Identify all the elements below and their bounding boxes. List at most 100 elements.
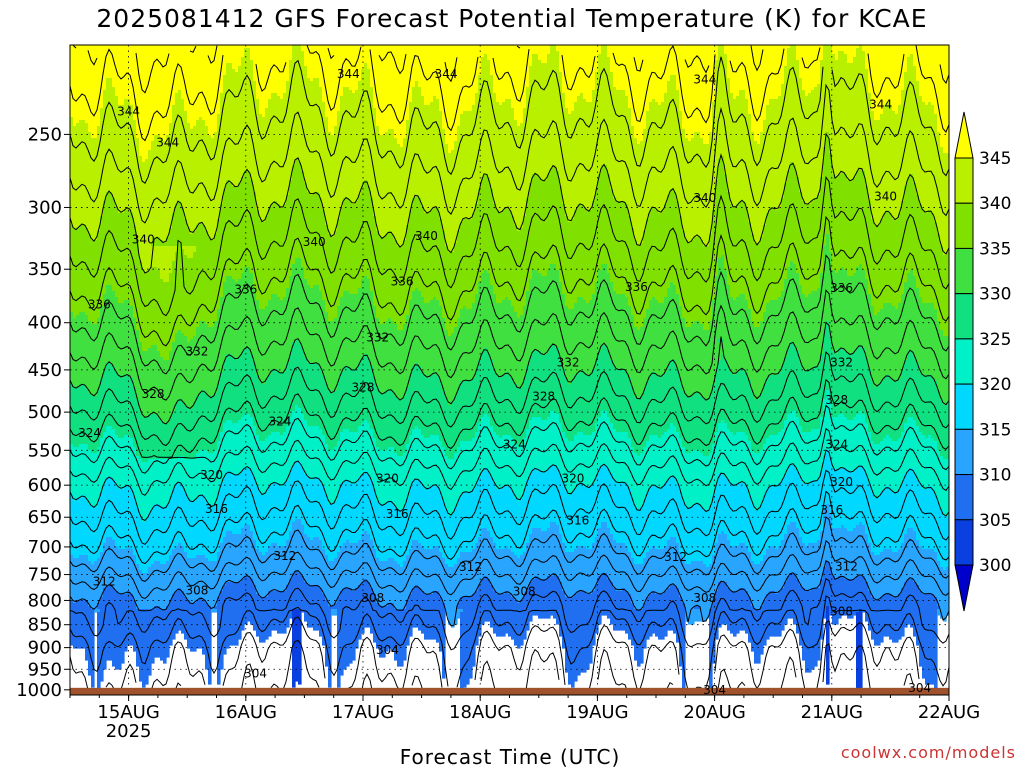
temperature-cell bbox=[364, 420, 368, 472]
contour-label: 332 bbox=[557, 356, 580, 370]
temperature-cell bbox=[73, 558, 77, 604]
temperature-cell bbox=[550, 465, 554, 523]
contour-label: 316 bbox=[386, 507, 409, 521]
temperature-cell bbox=[151, 414, 155, 460]
x-tick-label: 15AUG bbox=[97, 702, 159, 723]
temperature-cell bbox=[640, 609, 644, 664]
temperature-cell bbox=[262, 597, 266, 643]
temperature-cell bbox=[691, 450, 695, 508]
temperature-cell bbox=[106, 45, 110, 79]
temperature-cell bbox=[541, 45, 545, 64]
temperature-cell bbox=[547, 45, 551, 55]
temperature-cell bbox=[97, 612, 101, 694]
temperature-cell bbox=[217, 45, 221, 115]
temperature-cell bbox=[694, 609, 698, 622]
temperature-cell bbox=[715, 543, 719, 592]
temperature-cell bbox=[88, 450, 92, 505]
temperature-cell bbox=[277, 432, 281, 484]
temperature-cell bbox=[820, 45, 824, 61]
temperature-cell bbox=[688, 396, 692, 454]
temperature-cell bbox=[484, 45, 488, 55]
temperature-cell bbox=[271, 369, 275, 433]
temperature-cell bbox=[727, 285, 731, 367]
temperature-cell bbox=[871, 552, 875, 598]
temperature-cell bbox=[337, 597, 341, 688]
temperature-cell bbox=[79, 498, 83, 556]
temperature-cell bbox=[658, 375, 662, 439]
temperature-cell bbox=[82, 45, 86, 121]
temperature-cell bbox=[937, 45, 941, 133]
temperature-cell bbox=[550, 411, 554, 466]
temperature-cell bbox=[706, 510, 710, 568]
temperature-cell bbox=[289, 45, 293, 61]
temperature-cell bbox=[679, 216, 683, 307]
temperature-cell bbox=[859, 609, 863, 691]
temperature-cell bbox=[319, 87, 323, 199]
temperature-cell bbox=[298, 45, 302, 163]
temperature-cell bbox=[811, 480, 815, 544]
temperature-cell bbox=[109, 45, 113, 79]
temperature-cell bbox=[352, 204, 356, 295]
temperature-cell bbox=[532, 528, 536, 580]
temperature-cell bbox=[715, 60, 719, 181]
temperature-cell bbox=[484, 414, 488, 469]
temperature-cell bbox=[106, 285, 110, 364]
temperature-cell bbox=[628, 594, 632, 640]
temperature-cell bbox=[910, 54, 914, 175]
temperature-cell bbox=[637, 456, 641, 511]
temperature-cell bbox=[883, 213, 887, 304]
temperature-cell bbox=[214, 393, 218, 451]
temperature-cell bbox=[472, 213, 476, 304]
temperature-cell bbox=[181, 591, 185, 634]
temperature-cell bbox=[100, 45, 104, 109]
temperature-cell bbox=[226, 276, 230, 355]
temperature-cell bbox=[82, 555, 86, 601]
temperature-cell bbox=[370, 540, 374, 589]
temperature-cell bbox=[295, 609, 299, 682]
temperature-cell bbox=[154, 246, 158, 268]
y-tick-label: 800 bbox=[28, 590, 62, 611]
temperature-cell bbox=[127, 486, 131, 547]
temperature-cell bbox=[196, 453, 200, 499]
temperature-cell bbox=[610, 72, 614, 190]
temperature-cell bbox=[142, 573, 146, 610]
temperature-cell bbox=[874, 45, 878, 121]
temperature-cell bbox=[583, 300, 587, 373]
temperature-cell bbox=[172, 342, 176, 412]
temperature-cell bbox=[628, 378, 632, 439]
temperature-cell bbox=[919, 432, 923, 484]
contour-label: 340 bbox=[415, 229, 438, 243]
temperature-cell bbox=[829, 513, 833, 568]
temperature-cell bbox=[751, 321, 755, 391]
temperature-cell bbox=[244, 48, 248, 172]
temperature-cell bbox=[118, 105, 122, 214]
temperature-cell bbox=[733, 486, 737, 547]
temperature-cell bbox=[751, 450, 755, 505]
temperature-cell bbox=[565, 438, 569, 493]
temperature-cell bbox=[349, 543, 353, 589]
temperature-cell bbox=[457, 447, 461, 502]
temperature-cell bbox=[910, 45, 914, 55]
temperature-cell bbox=[895, 381, 899, 442]
temperature-cell bbox=[337, 45, 341, 112]
temperature-cell bbox=[598, 351, 602, 418]
temperature-cell bbox=[535, 351, 539, 418]
temperature-cell bbox=[283, 45, 287, 94]
credit-link[interactable]: coolwx.com/models bbox=[840, 743, 1016, 762]
temperature-cell bbox=[739, 201, 743, 295]
temperature-cell bbox=[625, 204, 629, 298]
temperature-cell bbox=[97, 45, 101, 127]
temperature-cell bbox=[736, 297, 740, 373]
temperature-cell bbox=[760, 45, 764, 133]
temperature-cell bbox=[730, 297, 734, 373]
temperature-cell bbox=[109, 585, 113, 661]
temperature-cell bbox=[70, 117, 74, 226]
temperature-cell bbox=[739, 294, 743, 370]
temperature-cell bbox=[607, 174, 611, 274]
y-tick-label: 350 bbox=[28, 259, 62, 280]
temperature-cell bbox=[445, 45, 449, 145]
temperature-cell bbox=[868, 294, 872, 370]
temperature-cell bbox=[238, 582, 242, 640]
temperature-cell bbox=[922, 45, 926, 103]
temperature-cell bbox=[334, 603, 338, 610]
